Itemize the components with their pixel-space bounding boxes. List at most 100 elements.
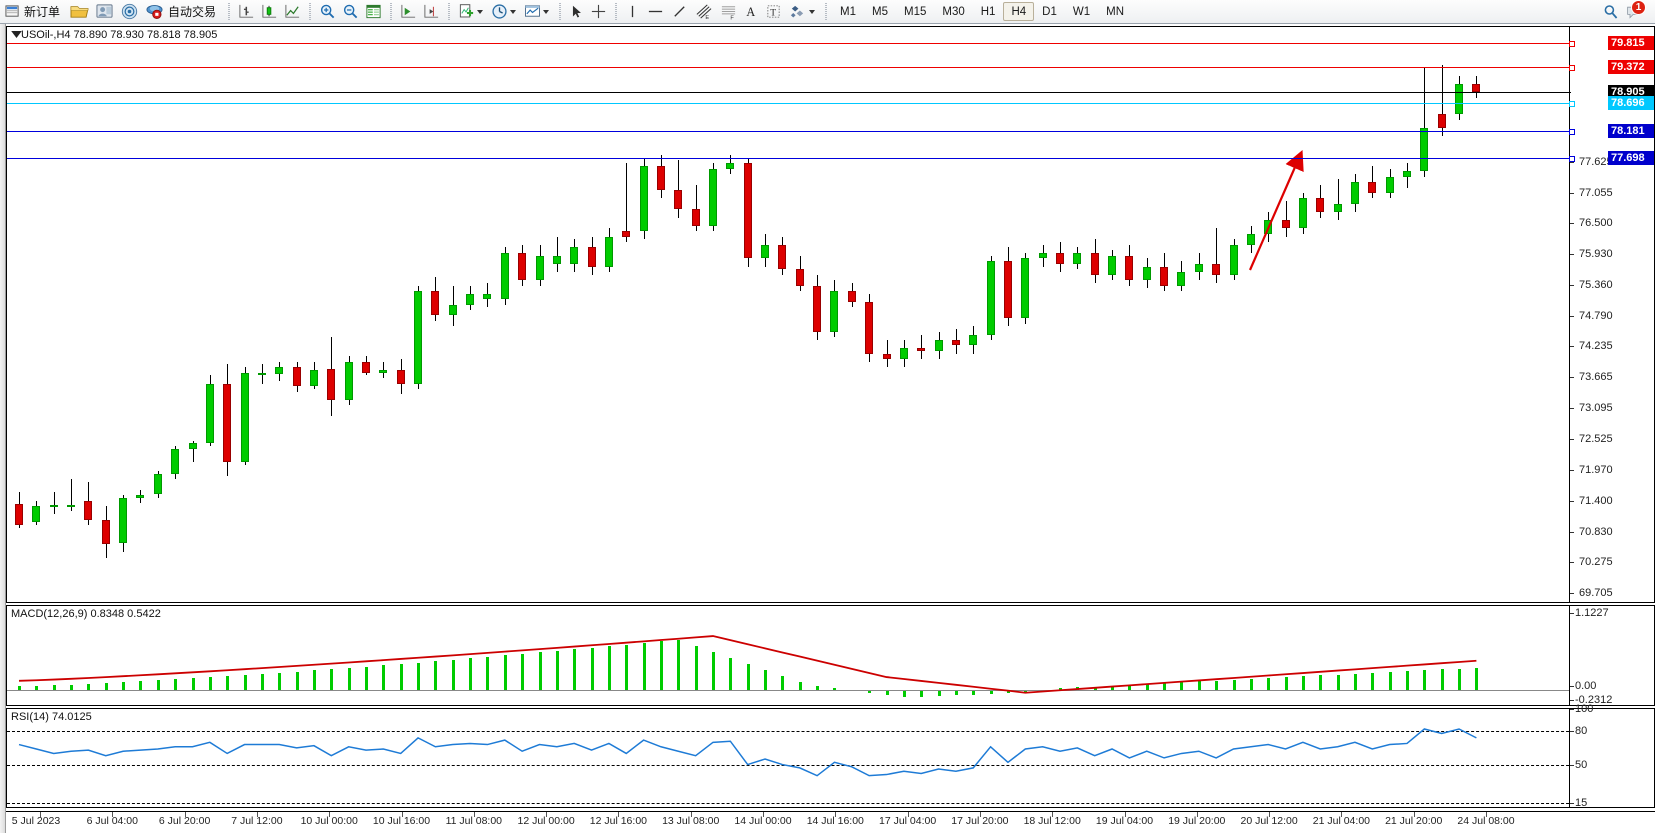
chevron-down-icon[interactable] [543,9,550,14]
fibonacci-button[interactable]: F [716,1,741,23]
macd-histogram-bar [781,675,785,690]
price-level-handle[interactable] [1569,129,1575,136]
horizontal-line-button[interactable] [643,1,668,23]
price-level-label[interactable]: 77.698 [1608,150,1654,165]
price-plot[interactable] [7,27,1654,602]
macd-zero-line [7,689,1654,691]
bar-chart-button[interactable] [235,1,258,23]
time-label: 6 Jul 04:00 [86,815,138,827]
notifications-button[interactable]: 1 [1623,0,1646,21]
candle-body [726,163,735,169]
chart-area[interactable]: USOil-,H4 78.890 78.930 78.818 78.905 77… [0,24,1655,833]
candle-body [1316,198,1325,213]
candle-body [1038,252,1047,259]
folder-button[interactable] [67,1,92,23]
time-axis[interactable]: 5 Jul 2023 6 Jul 04:00 6 Jul 20:00 7 Jul 12… [6,811,1655,833]
price-level-line[interactable] [7,101,1575,108]
time-label: 21 Jul 04:00 [1312,815,1370,827]
time-tick [473,812,475,817]
chevron-down-icon[interactable] [809,9,816,14]
candlestick-chart-button[interactable] [258,1,281,23]
candle-wick [1216,228,1218,283]
macd-histogram-bar [1475,667,1479,690]
price-tick: 71.400 [1570,495,1613,507]
macd-histogram-bar [1284,677,1288,690]
timeframe-m5[interactable]: M5 [872,5,888,18]
macd-histogram-bar [1406,671,1409,690]
crosshair-button[interactable] [587,1,610,23]
price-level-label[interactable]: 79.815 [1608,35,1654,50]
candle-wick [53,492,55,515]
objects-button[interactable] [785,1,820,23]
text-button[interactable]: A [741,1,762,23]
search-button[interactable] [1599,1,1623,23]
price-level-line[interactable] [7,129,1575,136]
price-pane[interactable]: USOil-,H4 78.890 78.930 78.818 78.905 77… [6,26,1655,603]
price-level-label[interactable]: 78.696 [1608,96,1654,111]
rsi-pane[interactable]: RSI(14) 74.0125 100 80 50 15 [6,703,1655,809]
price-tick: 75.930 [1570,248,1613,260]
signals-button[interactable] [117,1,142,23]
price-level-handle[interactable] [1569,155,1575,162]
timeframe-h4[interactable]: H4 [1003,2,1035,21]
chevron-down-icon[interactable] [477,9,484,14]
time-label: 24 Jul 08:00 [1457,815,1515,827]
time-tick [1196,812,1198,817]
vertical-line-button[interactable] [622,1,643,23]
macd-axis-tick: 1.1227 [1570,607,1609,619]
timeframe-d1[interactable]: D1 [1042,5,1057,18]
timeframe-w1[interactable]: W1 [1072,5,1091,18]
price-level-label[interactable]: 78.181 [1608,124,1654,139]
candle-body [1420,127,1429,172]
macd-histogram-bar [659,641,663,690]
periods-button[interactable] [488,1,521,23]
candle-wick [556,236,558,272]
indicators-button[interactable] [455,1,488,23]
crosshair-icon [591,4,606,19]
autotrade-button[interactable]: 自动交易 [142,1,223,23]
candle-wick [1424,67,1426,177]
macd-pane[interactable]: MACD(12,26,9) 0.8348 0.5422 1.1227 0.00 -0… [6,605,1655,706]
timeframe-h1[interactable]: H1 [980,5,996,18]
templates-button[interactable] [521,1,554,23]
profile-button[interactable] [92,1,117,23]
price-level-handle[interactable] [1569,101,1575,108]
trendline-button[interactable] [668,1,691,23]
price-level-label[interactable]: 78.905 [1608,85,1654,100]
macd-histogram-bar [469,658,473,690]
zoom-out-button[interactable] [339,1,362,23]
auto-scroll-button[interactable] [397,1,420,23]
candle-body [379,369,388,373]
chevron-down-icon[interactable] [510,9,517,14]
chart-shift-button[interactable] [420,1,443,23]
price-level-handle[interactable] [1569,64,1575,71]
text-label-button[interactable]: T [762,1,785,23]
candle-body [1350,182,1359,204]
fibonacci-icon: F [721,6,736,20]
price-level-line[interactable] [7,64,1575,71]
equidistant-channel-button[interactable]: E [691,1,716,23]
timeframe-m1[interactable]: M1 [840,5,857,18]
data-window-button[interactable] [362,1,385,23]
toolbar-divider [307,2,314,21]
macd-histogram-bar [382,665,386,690]
price-level-line[interactable] [7,92,1571,94]
candle-body [396,369,405,384]
price-tick: 69.705 [1570,587,1613,599]
price-axis[interactable]: 77.625 77.055 76.500 75.930 75.360 74.790 74.2… [1569,27,1654,602]
timeframe-m15[interactable]: M15 [904,5,927,18]
time-label: 7 Jul 12:00 [231,815,283,827]
timeframe-mn[interactable]: MN [1106,5,1124,18]
rsi-level-line [7,764,1654,766]
toolbar-divider [613,2,620,21]
new-order-button[interactable]: 新订单 [2,1,67,23]
macd-histogram-bar [1232,679,1236,690]
line-chart-button[interactable] [281,1,304,23]
zoom-in-button[interactable] [316,1,339,23]
price-level-label[interactable]: 79.372 [1608,59,1654,74]
timeframe-m30[interactable]: M30 [942,5,965,18]
price-level-handle[interactable] [1569,40,1575,47]
cursor-button[interactable] [566,1,587,23]
price-level-line[interactable] [7,155,1575,162]
price-level-line[interactable] [7,40,1575,47]
